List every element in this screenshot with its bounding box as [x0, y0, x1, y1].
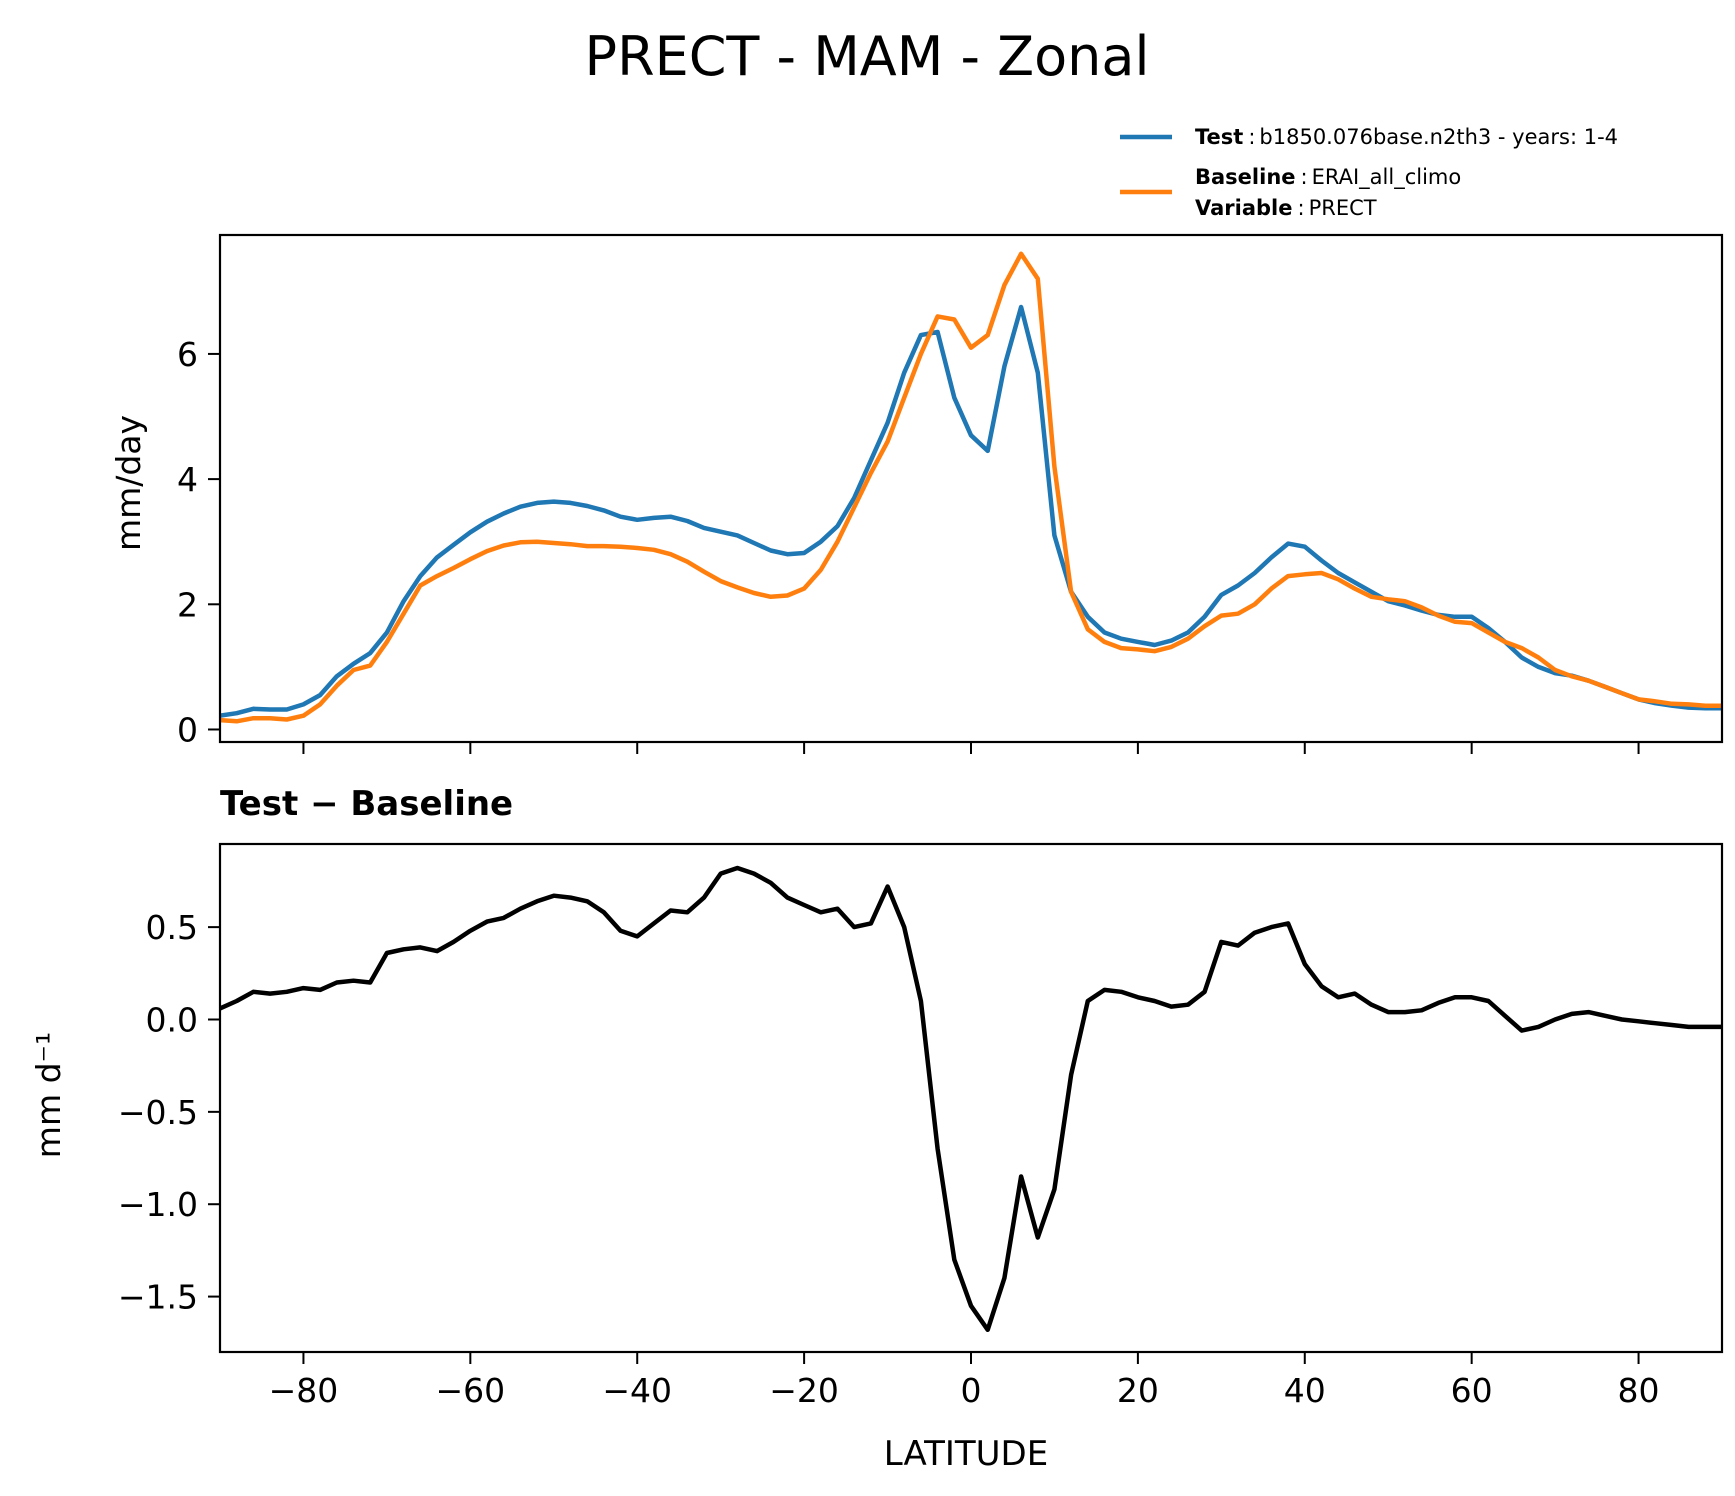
legend-entry-baseline: Baseline: ERAI_all_climo: [1195, 165, 1461, 190]
bottom-xtick-label: −60: [436, 1371, 506, 1410]
bottom-xtick-label: −40: [602, 1371, 672, 1410]
legend-separator: :: [1297, 196, 1304, 220]
bottom-xlabel: LATITUDE: [884, 1434, 1048, 1474]
legend-baseline-value: ERAI_all_climo: [1312, 165, 1462, 190]
top-panel: mm/day 0 2 4 6: [109, 233, 1724, 754]
bottom-ytick-label: −1.0: [118, 1185, 198, 1224]
bottom-xtick-label: 80: [1618, 1371, 1660, 1410]
bottom-axes-frame: [218, 842, 1724, 1354]
legend-test-value: b1850.076base.n2th3 - years: 1-4: [1259, 125, 1618, 149]
top-ytick-label: 4: [177, 460, 198, 499]
bottom-ytick-label: −1.5: [118, 1278, 198, 1317]
legend-entry-variable: Variable: PRECT: [1195, 196, 1377, 220]
bottom-panel: Test − Baseline mm d⁻¹ LATITUDE −80 −60 −4…: [29, 784, 1724, 1474]
bottom-xtick-label: 20: [1117, 1371, 1159, 1410]
bottom-xtick-label: 60: [1451, 1371, 1493, 1410]
legend-entry-test: Test: b1850.076base.n2th3 - years: 1-4: [1195, 125, 1618, 149]
top-series-baseline-line: [220, 251, 1722, 724]
bottom-ylabel: mm d⁻¹: [29, 1032, 68, 1158]
bottom-title: Test − Baseline: [220, 784, 513, 824]
legend-variable-label: Variable: [1195, 196, 1292, 220]
top-ytick-label: 6: [177, 335, 198, 374]
bottom-xtick-label: −20: [769, 1371, 839, 1410]
top-ylabel: mm/day: [109, 415, 148, 551]
top-axes-frame: [218, 233, 1724, 744]
top-ytick-label: 2: [177, 585, 198, 624]
bottom-ytick-label: −0.5: [118, 1093, 198, 1132]
top-ytick-label: 0: [177, 710, 198, 749]
bottom-series-test-baseline-line: [220, 865, 1722, 1333]
legend-variable-value: PRECT: [1309, 196, 1377, 220]
legend-baseline-label: Baseline: [1195, 165, 1296, 189]
bottom-xtick-label: 0: [961, 1371, 982, 1410]
bottom-ytick-label: 0.0: [146, 1000, 198, 1039]
legend-test-label: Test: [1195, 125, 1243, 149]
bottom-xtick-label: 40: [1284, 1371, 1326, 1410]
figure-title: PRECT - MAM - Zonal: [585, 25, 1150, 88]
bottom-xtick-label: −80: [269, 1371, 339, 1410]
legend: Test: b1850.076base.n2th3 - years: 1-4 Ba…: [1120, 125, 1618, 220]
legend-separator: :: [1248, 125, 1255, 149]
bottom-ytick-label: 0.5: [146, 908, 198, 947]
top-series-test-line: [220, 304, 1722, 718]
legend-separator: :: [1301, 165, 1308, 189]
